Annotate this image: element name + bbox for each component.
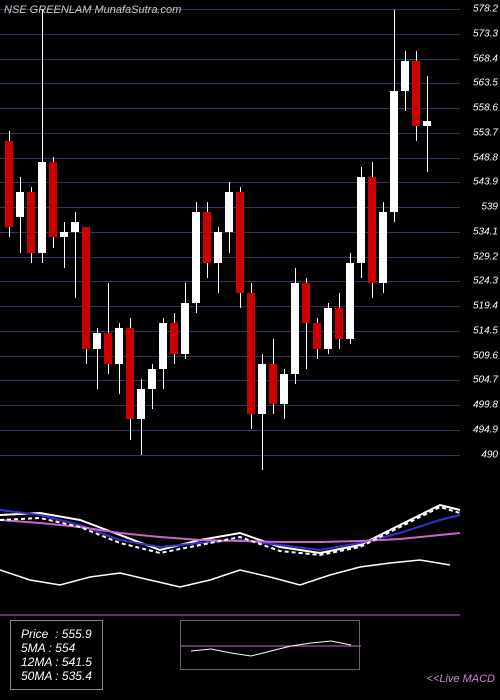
y-axis-label: 529.2 — [473, 251, 498, 262]
candle-body — [247, 293, 255, 414]
candle-body — [368, 177, 376, 283]
gridline — [0, 34, 460, 35]
y-axis-label: 519.4 — [473, 301, 498, 312]
candle-body — [82, 227, 90, 348]
candle-body — [126, 328, 134, 419]
candle-body — [401, 61, 409, 91]
price-axis: 490 494.9 499.8 504.7 509.6 514.5 519.4 524.3 52… — [460, 0, 500, 480]
macd-inset — [180, 620, 360, 670]
gridline — [0, 306, 460, 307]
y-axis-label: 494.9 — [473, 424, 498, 435]
gridline — [0, 356, 460, 357]
candle-body — [335, 308, 343, 338]
info-5ma: 5MA : 554 — [21, 641, 92, 655]
candle-body — [170, 323, 178, 353]
chart-container: NSE GREENLAM MunafaSutra.com 490 494.9 499… — [0, 0, 500, 700]
candle-body — [225, 192, 233, 232]
y-axis-label: 563.5 — [473, 78, 498, 89]
candle-body — [291, 283, 299, 374]
candle-body — [324, 308, 332, 348]
candle-body — [5, 141, 13, 227]
gridline — [0, 455, 460, 456]
candle-body — [214, 232, 222, 262]
y-axis-label: 539 — [481, 202, 498, 213]
candle-body — [390, 91, 398, 212]
y-axis-label: 504.7 — [473, 375, 498, 386]
y-axis-label: 558.6 — [473, 103, 498, 114]
gridline — [0, 281, 460, 282]
candle-body — [192, 212, 200, 303]
ma-line-signal — [0, 507, 460, 555]
y-axis-label: 509.6 — [473, 350, 498, 361]
gridline — [0, 405, 460, 406]
candle-body — [181, 303, 189, 354]
chart-title: NSE GREENLAM MunafaSutra.com — [4, 4, 181, 16]
macd-inset-svg — [181, 621, 361, 671]
y-axis-label: 534.1 — [473, 226, 498, 237]
candle-body — [60, 232, 68, 237]
y-axis-label: 548.8 — [473, 152, 498, 163]
candle-body — [49, 162, 57, 238]
candle-wick — [64, 222, 65, 267]
candle-body — [16, 192, 24, 217]
candle-body — [236, 192, 244, 293]
y-axis-label: 490 — [481, 449, 498, 460]
candlestick-chart — [0, 0, 460, 480]
y-axis-label: 524.3 — [473, 276, 498, 287]
gridline — [0, 380, 460, 381]
candle-body — [379, 212, 387, 283]
macd-line — [0, 560, 450, 587]
ma-line-50MA — [0, 520, 460, 542]
macd-label: <<Live MACD — [427, 673, 495, 685]
gridline — [0, 430, 460, 431]
y-axis-label: 499.8 — [473, 400, 498, 411]
candle-body — [412, 61, 420, 127]
y-axis-label: 543.9 — [473, 177, 498, 188]
candle-body — [27, 192, 35, 253]
candle-body — [357, 177, 365, 263]
y-axis-label: 578.2 — [473, 4, 498, 15]
gridline — [0, 59, 460, 60]
candle-body — [423, 121, 431, 126]
candle-body — [280, 374, 288, 404]
candle-body — [346, 263, 354, 339]
y-axis-label: 568.4 — [473, 53, 498, 64]
gridline — [0, 83, 460, 84]
candle-body — [93, 333, 101, 348]
y-axis-label: 514.5 — [473, 325, 498, 336]
candle-body — [71, 222, 79, 232]
y-axis-label: 573.3 — [473, 28, 498, 39]
candle-body — [203, 212, 211, 263]
candle-body — [137, 389, 145, 419]
candle-body — [38, 162, 46, 253]
gridline — [0, 257, 460, 258]
candle-body — [115, 328, 123, 363]
candle-body — [313, 323, 321, 348]
candle-body — [269, 364, 277, 404]
candle-body — [258, 364, 266, 415]
info-price: Price : 555.9 — [21, 627, 92, 641]
gridline — [0, 331, 460, 332]
candle-body — [148, 369, 156, 389]
price-info-box: Price : 555.9 5MA : 554 12MA : 541.5 50M… — [10, 620, 103, 690]
candle-body — [302, 283, 310, 323]
candle-body — [104, 333, 112, 363]
candle-body — [159, 323, 167, 368]
y-axis-label: 553.7 — [473, 127, 498, 138]
ma-line-5MA — [0, 505, 460, 553]
info-50ma: 50MA : 535.4 — [21, 669, 92, 683]
info-12ma: 12MA : 541.5 — [21, 655, 92, 669]
